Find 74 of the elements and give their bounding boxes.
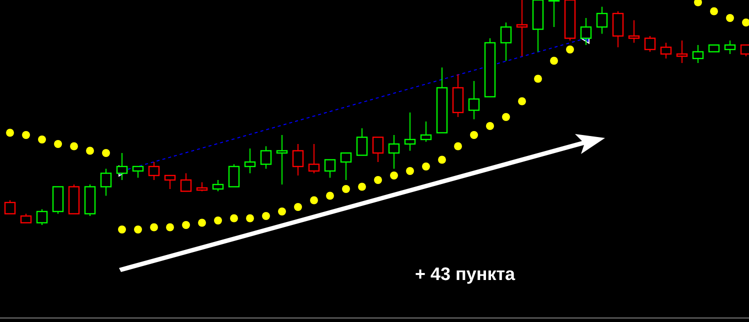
point (150, 223, 158, 232)
point (70, 142, 78, 150)
candlestick (372, 136, 384, 162)
point (246, 214, 254, 222)
point (486, 122, 494, 130)
candlestick (276, 134, 288, 185)
candlestick (468, 80, 480, 120)
point (230, 214, 238, 222)
candlestick (644, 36, 656, 52)
candlestick (308, 144, 320, 174)
point (166, 223, 174, 232)
point (6, 128, 14, 137)
point (38, 136, 46, 144)
point (134, 226, 142, 234)
point (102, 149, 110, 157)
candlestick (132, 166, 144, 178)
candlestick (36, 208, 48, 226)
point (278, 208, 286, 216)
point (518, 97, 526, 106)
point (214, 216, 222, 224)
point (470, 131, 478, 139)
candlestick (660, 42, 672, 59)
point (22, 131, 30, 139)
point (406, 167, 414, 175)
candlestick (228, 164, 240, 188)
point (550, 56, 558, 65)
point (438, 156, 446, 164)
point (422, 162, 430, 170)
candlestick (164, 174, 176, 190)
candlestick (420, 121, 432, 142)
point (566, 46, 574, 54)
candlestick (340, 152, 352, 180)
candlestick (676, 40, 688, 64)
candlestick (596, 6, 608, 34)
candlestick (516, 0, 528, 57)
point (326, 192, 334, 200)
candlestick (212, 180, 224, 192)
candlestick (692, 44, 704, 64)
candlestick (628, 20, 640, 44)
point (454, 142, 462, 150)
point (694, 0, 702, 6)
point (390, 172, 398, 180)
point (358, 182, 366, 191)
candlestick (500, 22, 512, 62)
point (726, 14, 734, 22)
text: + 43 пункта (414, 264, 516, 284)
candlestick (724, 40, 736, 54)
point (294, 203, 302, 211)
point (262, 212, 270, 220)
candlestick (612, 10, 624, 48)
candlestick (4, 200, 16, 214)
candlestick (292, 144, 304, 176)
point (374, 176, 382, 184)
candlestick (404, 112, 416, 152)
point (86, 146, 94, 155)
candlestick (100, 168, 112, 196)
point (710, 7, 718, 16)
point (182, 221, 190, 229)
candlestick (260, 146, 272, 170)
point (310, 196, 318, 204)
point (198, 218, 206, 227)
point (118, 226, 126, 234)
candlestick (548, 0, 560, 28)
point (534, 74, 542, 83)
point (742, 18, 749, 26)
point (502, 113, 510, 121)
point (54, 140, 62, 148)
candlestick (356, 128, 368, 156)
point (342, 185, 350, 193)
candlestick (148, 162, 160, 180)
candlestick (180, 172, 192, 192)
candlestick (388, 134, 400, 170)
candlestick (324, 159, 336, 178)
candlestick (244, 148, 256, 174)
